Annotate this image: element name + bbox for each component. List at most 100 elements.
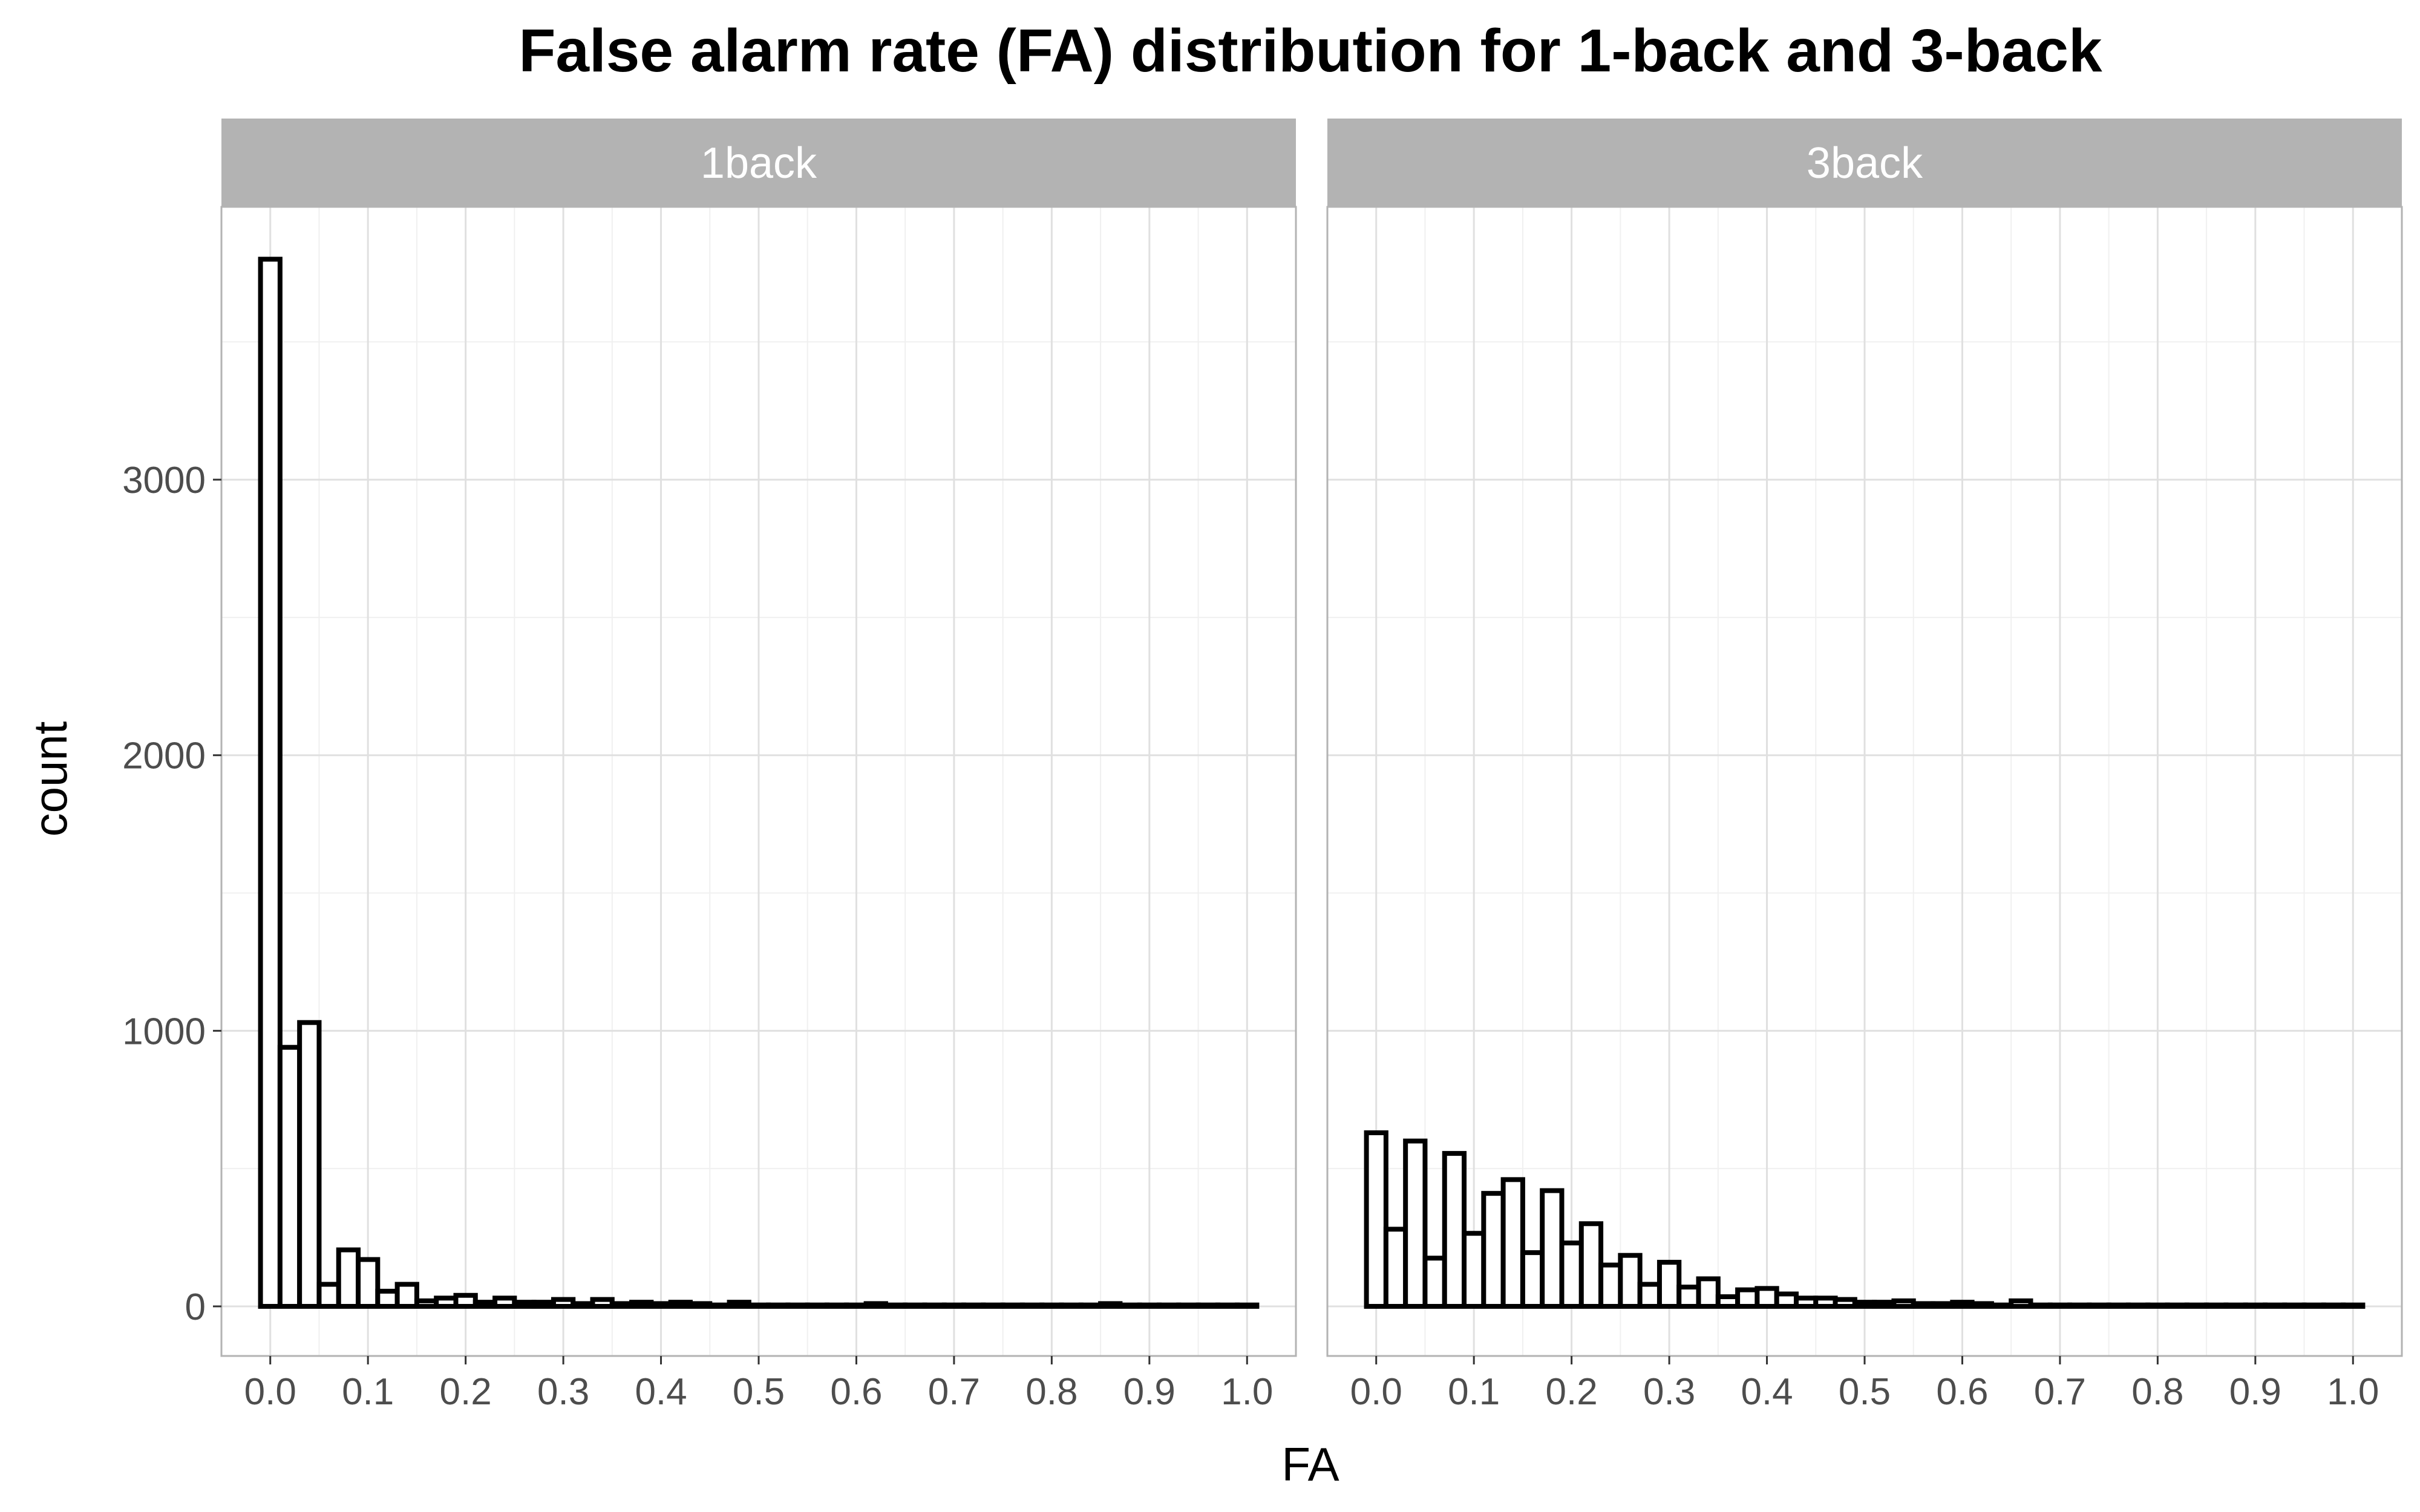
histogram-bar	[941, 1302, 967, 1309]
histogram-bar	[1793, 1295, 1819, 1309]
x-tick-label: 0.5	[733, 1371, 785, 1413]
histogram-bar	[1578, 1221, 1604, 1309]
histogram-bar	[1137, 1302, 1162, 1309]
x-tick-label: 0.4	[635, 1371, 687, 1413]
histogram-bar	[356, 1257, 381, 1309]
histogram-bar	[1852, 1300, 1877, 1309]
histogram-bar	[453, 1292, 478, 1309]
histogram-bar	[1156, 1302, 1182, 1309]
histogram-bar	[1696, 1276, 1721, 1309]
histogram-bar	[1676, 1285, 1701, 1309]
x-tick-label: 0.0	[244, 1371, 296, 1413]
histogram-bar	[414, 1298, 439, 1309]
histogram-bar	[1364, 1130, 1388, 1309]
x-tick-label: 0.3	[1643, 1371, 1695, 1413]
x-tick-label: 0.4	[1741, 1371, 1793, 1413]
histogram-bar	[863, 1301, 888, 1309]
histogram-bar	[1235, 1302, 1260, 1309]
histogram-bar	[981, 1302, 1006, 1309]
histogram-bar	[1715, 1294, 1741, 1309]
y-tick-label: 1000	[122, 1011, 206, 1052]
histogram-bar	[531, 1300, 556, 1309]
histogram-bar	[1618, 1253, 1643, 1309]
x-tick-label: 0.0	[1350, 1371, 1402, 1413]
x-tick-label: 0.8	[2131, 1371, 2183, 1413]
histogram-bar	[707, 1302, 732, 1309]
x-tick-label: 0.9	[2229, 1371, 2281, 1413]
histogram-bar	[277, 1044, 302, 1309]
panel-3back: 3back 0.0 0.1 0.2 0.3 0.4 0.5 0.6 0.7 0.8 0.9 1.0	[1326, 119, 2403, 1413]
x-tick-label: 0.7	[2034, 1371, 2086, 1413]
histogram-bar	[2028, 1302, 2053, 1309]
histogram-bar	[785, 1302, 810, 1309]
histogram-bar	[492, 1295, 517, 1309]
histogram-bar	[1911, 1301, 1936, 1309]
histogram-bar	[1735, 1287, 1760, 1309]
x-tick-label: 0.9	[1123, 1371, 1176, 1413]
histogram-bar	[2106, 1302, 2131, 1309]
histogram-bar	[1833, 1297, 1857, 1309]
histogram-bar	[1872, 1300, 1897, 1309]
panel-1back: 1back 0.0 0.1 0.2 0.3 0.4 0.5 0.6 0.7 0.8 0.9 1.0	[220, 119, 1297, 1413]
histogram-bar	[1969, 1301, 1994, 1309]
y-tick-label: 0	[185, 1286, 206, 1328]
histogram-bar	[1403, 1138, 1428, 1309]
histogram-bar	[336, 1247, 361, 1309]
x-tick-label: 0.1	[1448, 1371, 1500, 1413]
histogram-bar	[1117, 1302, 1142, 1309]
y-tick-label: 2000	[122, 735, 206, 777]
histogram-bar	[1598, 1262, 1623, 1309]
facet-label: 3back	[1807, 139, 1923, 187]
histogram-bar	[2125, 1302, 2151, 1309]
histogram-bar	[1481, 1191, 1506, 1309]
histogram-bar	[2243, 1302, 2268, 1309]
histogram-bar	[1059, 1302, 1084, 1309]
histogram-bar	[1000, 1302, 1025, 1309]
histogram-bar	[590, 1297, 615, 1309]
histogram-bar	[2204, 1302, 2229, 1309]
histogram-bar	[2223, 1302, 2248, 1309]
histogram-bar	[1215, 1302, 1240, 1309]
histogram-bar	[512, 1300, 537, 1309]
histogram-bar	[2165, 1302, 2189, 1309]
x-tick-label: 0.5	[1839, 1371, 1891, 1413]
histogram-bar	[2321, 1302, 2346, 1309]
histogram-bar	[1039, 1302, 1064, 1309]
histogram-bar	[316, 1282, 341, 1309]
x-tick-label: 1.0	[2327, 1371, 2379, 1413]
histogram-bar	[1989, 1302, 2014, 1309]
histogram-bar	[805, 1302, 830, 1309]
histogram-bar	[1019, 1302, 1045, 1309]
histogram-bar	[668, 1300, 693, 1309]
histogram-bar	[571, 1301, 595, 1309]
histogram-bar	[473, 1300, 498, 1309]
histogram-bar	[1950, 1300, 1975, 1309]
histogram-bar	[1559, 1240, 1584, 1309]
histogram-bar	[1500, 1177, 1525, 1309]
histogram-bar	[434, 1295, 459, 1309]
histogram-bar	[1176, 1302, 1201, 1309]
histogram-bar	[1656, 1260, 1682, 1309]
histogram-bar	[1462, 1231, 1486, 1309]
x-tick-label: 0.6	[1936, 1371, 1988, 1413]
histogram-bar	[922, 1302, 947, 1309]
histogram-bar	[1754, 1286, 1779, 1309]
histogram-bar	[1098, 1301, 1123, 1309]
y-axis-title: count	[24, 721, 77, 836]
histogram-bar	[1891, 1298, 1916, 1309]
facet-strip	[221, 119, 1296, 207]
x-tick-label: 0.2	[1546, 1371, 1598, 1413]
histogram-bar	[1540, 1188, 1565, 1309]
histogram-bar	[1195, 1302, 1220, 1309]
x-tick-label: 0.1	[342, 1371, 394, 1413]
histogram-bar	[1637, 1282, 1662, 1309]
facet-strip	[1327, 119, 2402, 207]
histogram-bar	[2067, 1302, 2092, 1309]
histogram-bar	[629, 1300, 654, 1309]
histogram-bar	[1931, 1301, 1955, 1309]
histogram-bar	[258, 256, 283, 1309]
y-axis: 0 1000 2000 3000	[122, 460, 221, 1328]
histogram-bar	[746, 1302, 771, 1309]
